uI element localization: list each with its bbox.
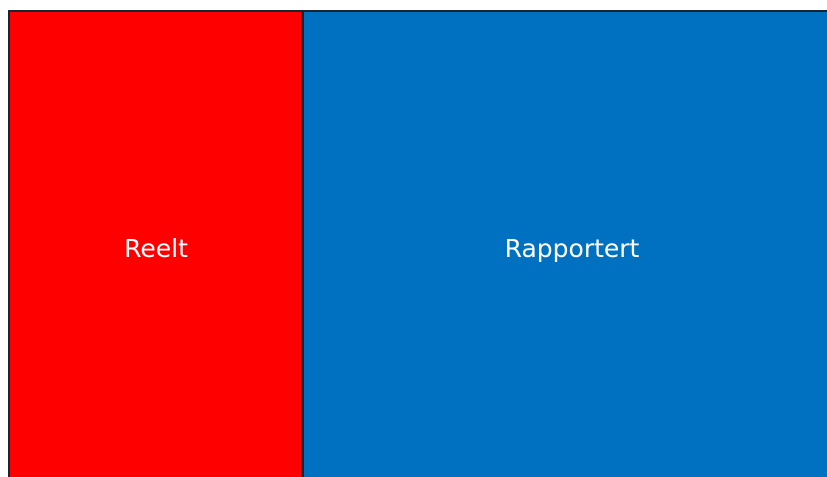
block-reelt — [10, 12, 301, 477]
block-label: Reelt — [124, 234, 188, 263]
block-label: Rapportert — [505, 234, 640, 263]
block-rapportert — [304, 12, 827, 477]
